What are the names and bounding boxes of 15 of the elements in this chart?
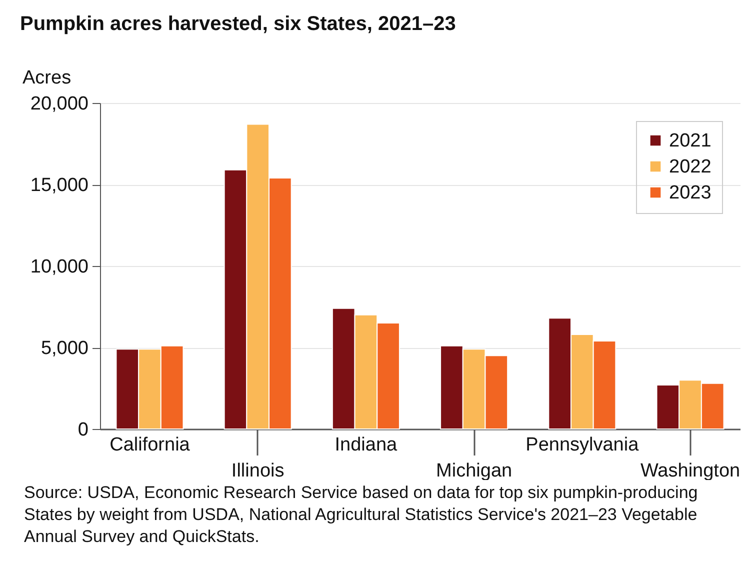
- x-tick-label: Indiana: [334, 434, 398, 456]
- x-tick-label: California: [110, 434, 190, 456]
- legend-label: 2023: [669, 182, 712, 204]
- y-tick-label: 15,000: [30, 175, 88, 196]
- legend-label: 2022: [669, 156, 712, 178]
- y-tick-label: 20,000: [30, 94, 88, 114]
- source-note: Source: USDA, Economic Research Service based on data for top six pumpkin-producing States by weight from USDA, National Agricultural Statistics Service's 2021–23 Vegetable Annual Survey and QuickStats.: [24, 482, 699, 548]
- y-axis-title: Acres: [22, 68, 72, 88]
- legend-label: 2021: [669, 130, 712, 152]
- y-tick-label: 0: [78, 420, 88, 440]
- x-tick-label: Pennsylvania: [526, 434, 640, 456]
- x-tick-label: Illinois: [231, 460, 284, 482]
- y-tick-label: 10,000: [30, 256, 88, 278]
- chart-title: Pumpkin acres harvested, six States, 2021–23: [20, 13, 456, 35]
- y-tick-label: 5,000: [40, 338, 88, 359]
